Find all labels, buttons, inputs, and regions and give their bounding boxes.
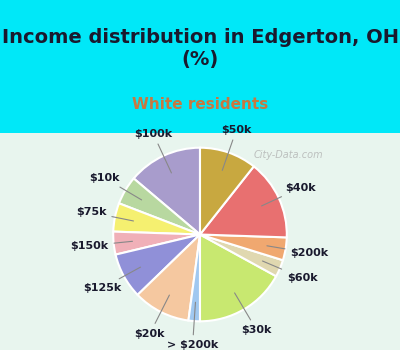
Text: $30k: $30k (234, 293, 272, 335)
Wedge shape (200, 234, 283, 276)
Wedge shape (116, 234, 200, 295)
Text: $20k: $20k (135, 295, 169, 339)
Text: Income distribution in Edgerton, OH
(%): Income distribution in Edgerton, OH (%) (2, 28, 398, 69)
Wedge shape (134, 148, 200, 234)
Wedge shape (188, 234, 200, 321)
Text: $60k: $60k (262, 261, 318, 283)
Wedge shape (200, 166, 287, 237)
Wedge shape (119, 178, 200, 234)
Wedge shape (200, 234, 287, 260)
Text: $200k: $200k (267, 246, 329, 258)
Wedge shape (200, 234, 276, 321)
Wedge shape (200, 148, 254, 234)
Text: White residents: White residents (132, 97, 268, 112)
Wedge shape (138, 234, 200, 321)
Text: $40k: $40k (262, 183, 316, 206)
FancyBboxPatch shape (0, 68, 400, 350)
Text: $50k: $50k (221, 125, 252, 170)
Text: $150k: $150k (70, 240, 132, 251)
Text: > $200k: > $200k (167, 302, 218, 350)
Text: $10k: $10k (89, 173, 142, 200)
Wedge shape (113, 232, 200, 254)
Text: $125k: $125k (84, 267, 140, 293)
Text: $75k: $75k (76, 207, 134, 221)
Text: City-Data.com: City-Data.com (253, 150, 323, 160)
Wedge shape (113, 203, 200, 235)
Text: $100k: $100k (134, 129, 172, 173)
